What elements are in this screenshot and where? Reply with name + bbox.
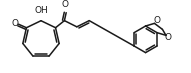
Text: O: O: [153, 16, 160, 25]
Text: O: O: [165, 34, 172, 42]
Text: O: O: [11, 19, 18, 28]
Text: OH: OH: [34, 6, 48, 15]
Text: O: O: [62, 0, 69, 9]
